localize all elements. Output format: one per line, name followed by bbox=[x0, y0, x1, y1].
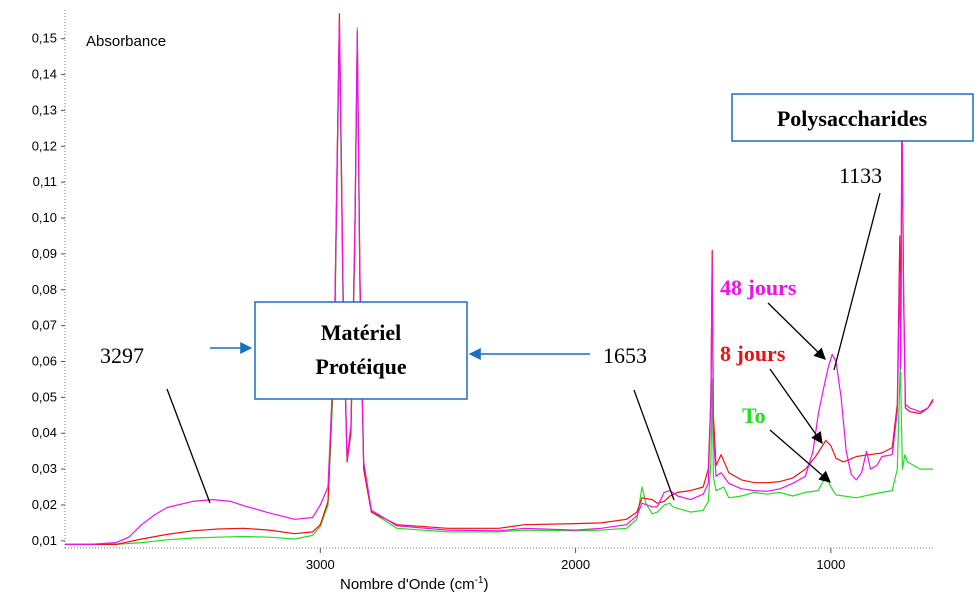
y-tick-label: 0,15 bbox=[32, 31, 57, 46]
y-tick-label: 0,01 bbox=[32, 533, 57, 548]
polysaccharides-label: Polysaccharides bbox=[777, 106, 928, 131]
annotation-proteique: Matériel Protéique bbox=[210, 301, 590, 400]
label-3297: 3297 bbox=[100, 343, 144, 368]
axes: 0,01 0,02 0,03 0,04 0,05 0,06 0,07 0,08 0,09 0,10… bbox=[32, 10, 933, 572]
y-tick-label: 0,11 bbox=[33, 174, 57, 189]
pointer-1133 bbox=[833, 192, 881, 371]
x-tick-label: 2000 bbox=[561, 557, 590, 572]
series-line-1 bbox=[65, 27, 933, 545]
y-tick-label: 0,10 bbox=[32, 210, 57, 225]
label-48-jours: 48 jours bbox=[720, 275, 797, 300]
y-tick-label: 0,09 bbox=[32, 246, 57, 261]
label-1653: 1653 bbox=[603, 343, 647, 368]
label-to: To bbox=[742, 403, 766, 428]
y-tick-label: 0,07 bbox=[32, 318, 57, 333]
arrow-48-jours bbox=[767, 302, 826, 360]
label-8-jours: 8 jours bbox=[720, 341, 786, 366]
series-line-3 bbox=[65, 20, 934, 545]
y-tick-label: 0,08 bbox=[32, 282, 57, 297]
y-tick-label: 0,13 bbox=[32, 102, 57, 117]
pointer-1653 bbox=[633, 389, 675, 501]
y-tick-label: 0,14 bbox=[32, 67, 57, 82]
y-tick-label: 0,04 bbox=[32, 425, 57, 440]
proteique-box bbox=[254, 301, 468, 400]
y-tick-label: 0,02 bbox=[32, 497, 57, 512]
proteique-label-line2: Protéique bbox=[315, 354, 406, 379]
x-tick-label: 1000 bbox=[816, 557, 845, 572]
y-axis-label: Absorbance bbox=[86, 33, 166, 50]
series-layer bbox=[65, 13, 934, 545]
arrow-to bbox=[769, 429, 831, 483]
label-1133: 1133 bbox=[839, 163, 882, 188]
proteique-label-line1: Matériel bbox=[321, 320, 402, 345]
y-tick-label: 0,06 bbox=[32, 353, 57, 368]
x-axis-label: Nombre d'Onde (cm-1) bbox=[340, 575, 488, 593]
y-tick-label: 0,05 bbox=[32, 389, 57, 404]
y-tick-label: 0,03 bbox=[32, 461, 57, 476]
arrow-8-jours bbox=[769, 368, 823, 444]
annotation-polysaccharides: Polysaccharides bbox=[731, 93, 974, 142]
y-tick-label: 0,12 bbox=[32, 138, 57, 153]
x-tick-label: 3000 bbox=[306, 557, 335, 572]
pointer-3297 bbox=[166, 388, 211, 504]
polysaccharides-box bbox=[731, 93, 974, 142]
